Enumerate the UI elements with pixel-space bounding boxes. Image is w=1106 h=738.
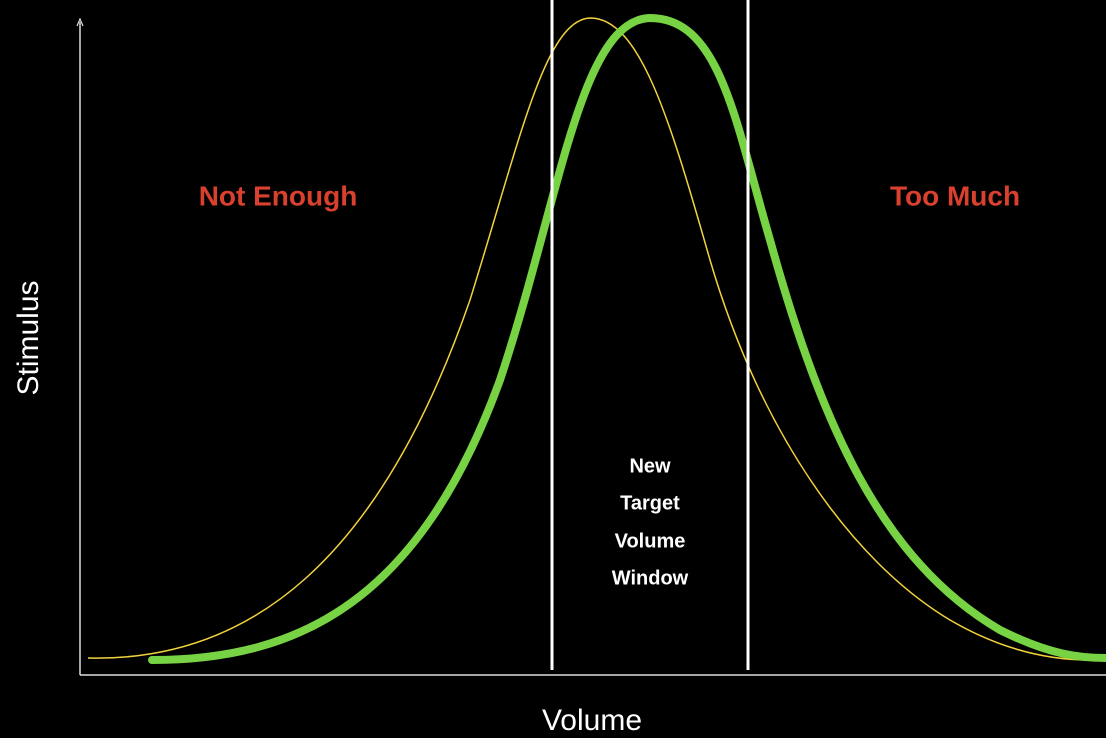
new-curve <box>148 13 1106 664</box>
y-axis-title: Stimulus <box>12 280 45 395</box>
old-curve <box>87 17 1091 661</box>
right-zone-label: Too Much <box>890 180 1020 211</box>
window-label: New <box>629 455 671 477</box>
y-axis-arrow <box>76 17 84 27</box>
x-axis-title: Volume <box>542 704 642 737</box>
window-label: Target <box>620 492 680 514</box>
left-zone-label: Not Enough <box>199 180 358 211</box>
window-label: Window <box>612 567 689 589</box>
window-label: Volume <box>615 530 686 552</box>
